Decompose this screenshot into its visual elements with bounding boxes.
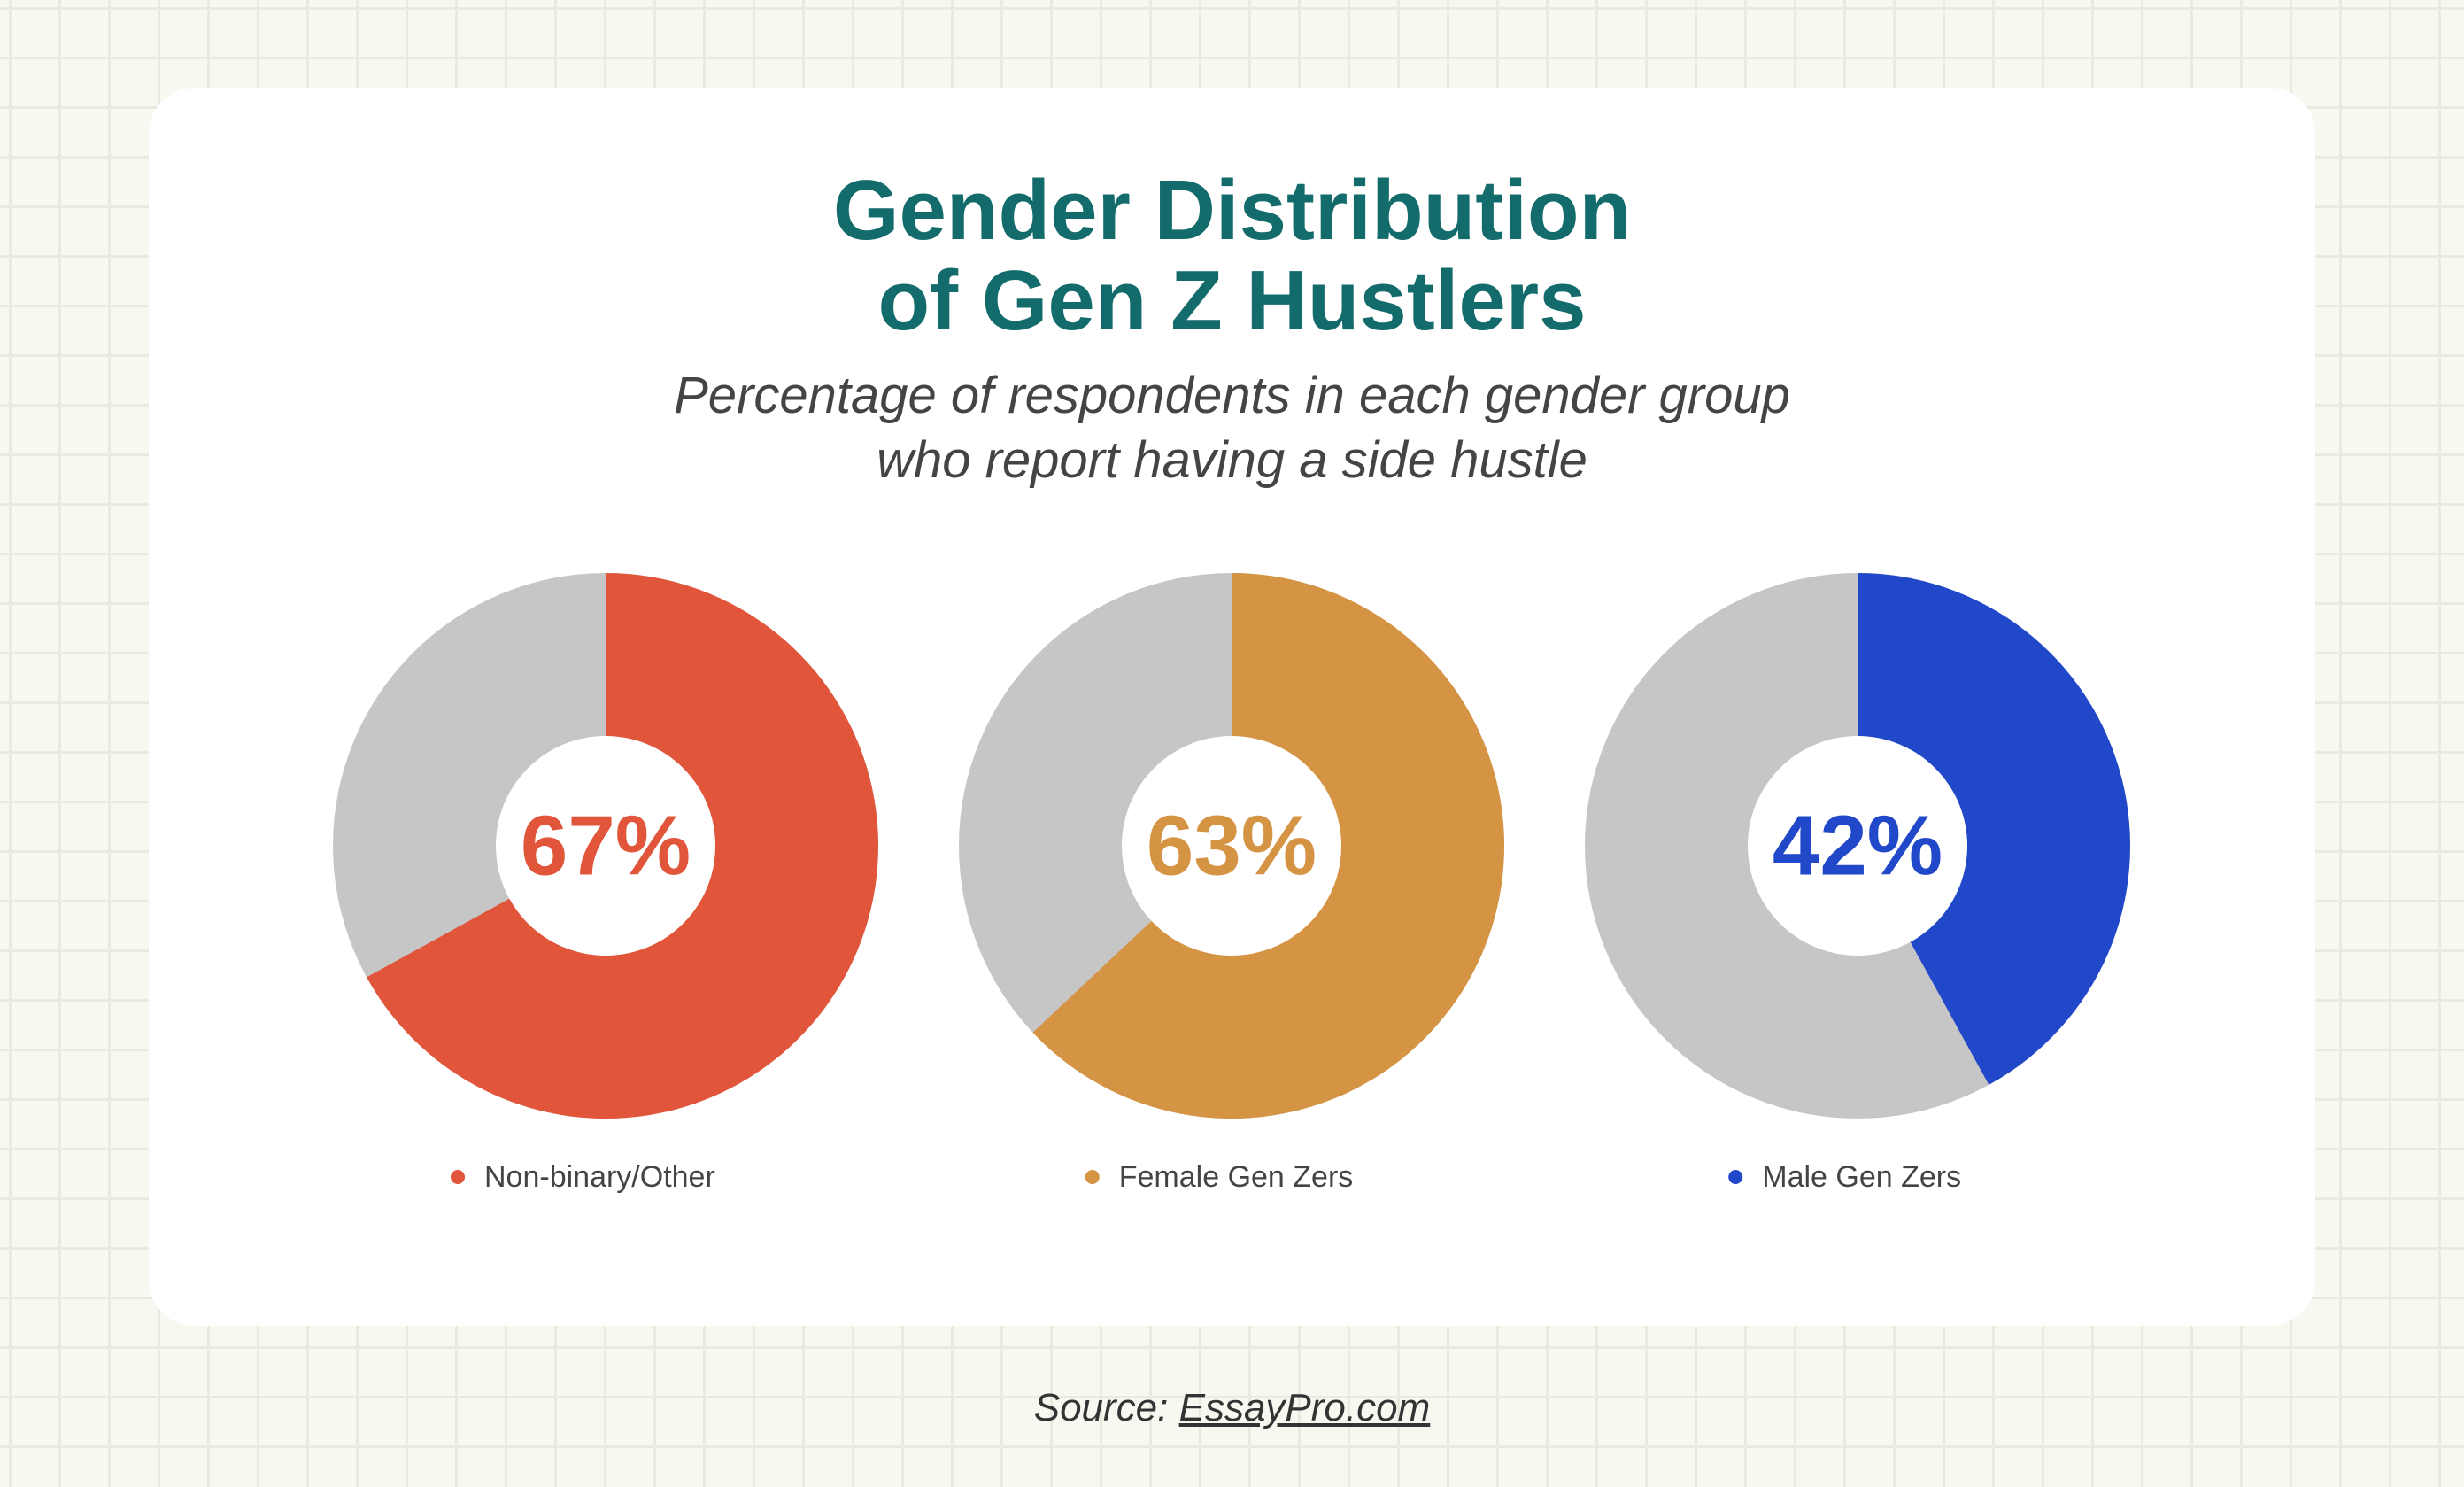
donut-value-label-2: 63% — [1147, 799, 1317, 894]
source-link[interactable]: EssayPro.com — [1179, 1386, 1431, 1429]
source-label: Source: — [1034, 1386, 1169, 1429]
source-note: Source: EssayPro.com — [0, 1383, 2464, 1433]
donut-value-label-3: 42% — [1773, 799, 1943, 894]
legend-label-1: Non-binary/Other — [484, 1160, 715, 1194]
legend-label-3: Male Gen Zers — [1762, 1160, 1961, 1194]
legend-dot-1 — [451, 1170, 465, 1184]
donut-value-label-1: 67% — [521, 799, 691, 894]
legend-dot-3 — [1728, 1170, 1742, 1184]
legend-label-2: Female Gen Zers — [1119, 1160, 1354, 1194]
legend-dot-2 — [1085, 1170, 1100, 1184]
